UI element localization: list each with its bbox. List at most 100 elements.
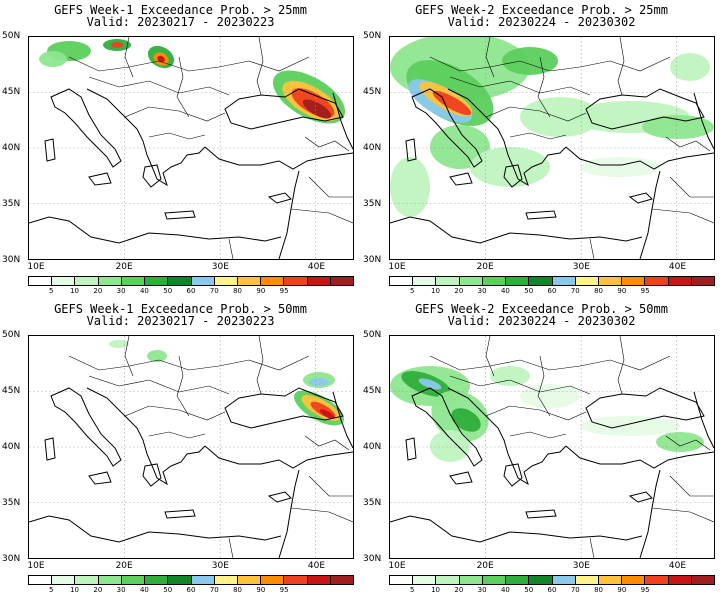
country-border: [537, 355, 551, 417]
colorbar-swatch: [121, 277, 146, 285]
colorbar-label: 60: [547, 287, 557, 295]
colorbar-swatch: [668, 277, 692, 285]
colorbar-swatch: [145, 576, 169, 584]
colorbar-label: 40: [139, 287, 149, 295]
colorbar-label: 80: [233, 586, 243, 594]
colorbar: [389, 276, 715, 286]
country-border: [651, 208, 714, 224]
lon-label: 30E: [211, 262, 229, 272]
colorbar-swatch: [75, 576, 99, 584]
coastline: [390, 515, 643, 543]
country-border: [290, 507, 353, 523]
colorbar-swatch: [145, 277, 169, 285]
colorbar-label: 50: [524, 287, 534, 295]
colorbar-swatch: [75, 277, 99, 285]
country-border: [124, 37, 134, 78]
country-border: [617, 37, 625, 96]
graticule: [29, 37, 353, 259]
graticule: [29, 336, 353, 558]
coastline: [332, 391, 353, 449]
colorbar-label: 50: [163, 586, 173, 594]
country-border: [148, 431, 206, 439]
lat-label: 30N: [2, 554, 21, 564]
graticule: [390, 37, 714, 259]
colorbar-swatch: [645, 576, 669, 584]
map-panel-week1-50mm: GEFS Week-1 Exceedance Prob. > 50mm Vali…: [0, 299, 361, 598]
probability-region: [430, 430, 470, 462]
colorbar-swatch: [506, 277, 530, 285]
panel-title: GEFS Week-2 Exceedance Prob. > 25mm: [415, 3, 668, 17]
lat-label: 30N: [363, 255, 382, 265]
country-border: [485, 336, 495, 377]
panel-title: GEFS Week-2 Exceedance Prob. > 50mm: [415, 302, 668, 316]
lat-label: 45N: [2, 386, 21, 396]
country-border: [509, 431, 567, 439]
lon-label: 40E: [668, 561, 687, 571]
probability-region: [642, 115, 714, 139]
country-border: [429, 56, 671, 72]
colorbar: [389, 575, 715, 585]
lon-label: 30E: [211, 561, 229, 571]
country-border: [669, 176, 714, 198]
coastline: [86, 88, 206, 187]
coastline: [390, 216, 643, 244]
map-plot: [28, 335, 354, 559]
colorbar: [28, 276, 354, 286]
colorbar-swatch: [529, 277, 553, 285]
coastline: [278, 469, 300, 558]
probability-region: [470, 147, 550, 187]
colorbar-swatch: [413, 576, 437, 584]
probability-region: [111, 42, 123, 48]
panel-title: GEFS Week-1 Exceedance Prob. > 25mm: [54, 3, 307, 17]
coastline: [29, 216, 282, 244]
colorbar-swatch: [261, 277, 285, 285]
map-svg: [29, 336, 353, 558]
country-border: [256, 336, 264, 395]
lon-label: 10E: [27, 262, 45, 272]
colorbar-label: 70: [209, 287, 219, 295]
country-border: [256, 37, 264, 96]
lon-label: 20E: [115, 561, 133, 571]
country-border: [68, 56, 310, 72]
colorbar-label: 40: [500, 586, 510, 594]
coastline: [565, 445, 714, 469]
lon-label: 10E: [27, 561, 45, 571]
coastline: [503, 164, 523, 188]
colorbar-swatch: [191, 277, 215, 285]
coastline: [88, 172, 112, 186]
probability-region: [451, 408, 481, 432]
coastline: [628, 491, 653, 503]
precip-probability-shading: [390, 37, 714, 217]
country-border: [124, 336, 134, 377]
colorbar-swatch: [645, 277, 669, 285]
coastline: [693, 391, 714, 449]
colorbar-label: 80: [594, 287, 604, 295]
coastline: [278, 170, 300, 259]
colorbar-label: 5: [410, 586, 415, 594]
colorbar-swatch: [436, 576, 460, 584]
colorbar-label: 20: [454, 287, 464, 295]
country-border: [124, 106, 226, 122]
lon-label: 20E: [476, 262, 494, 272]
probability-region: [302, 99, 332, 119]
colorbar-swatch: [552, 277, 576, 285]
colorbar-swatch: [459, 576, 483, 584]
country-border: [449, 375, 591, 395]
lat-label: 35N: [2, 498, 21, 508]
probability-region: [309, 378, 329, 386]
colorbar-swatch: [691, 277, 715, 285]
lon-label: 20E: [476, 561, 494, 571]
coastline: [164, 210, 196, 220]
lon-label: 30E: [572, 561, 590, 571]
lat-label: 40N: [363, 143, 382, 153]
lat-label: 35N: [363, 199, 382, 209]
probability-region: [580, 416, 680, 436]
lon-label: 30E: [572, 262, 590, 272]
probability-region: [390, 157, 430, 217]
panel-valid-dates: Valid: 20230224 - 20230302: [447, 15, 636, 29]
probability-region: [490, 366, 530, 386]
coastline: [449, 471, 473, 485]
coastlines: [390, 387, 714, 558]
coastline: [411, 387, 483, 467]
colorbar-label: 60: [186, 586, 196, 594]
